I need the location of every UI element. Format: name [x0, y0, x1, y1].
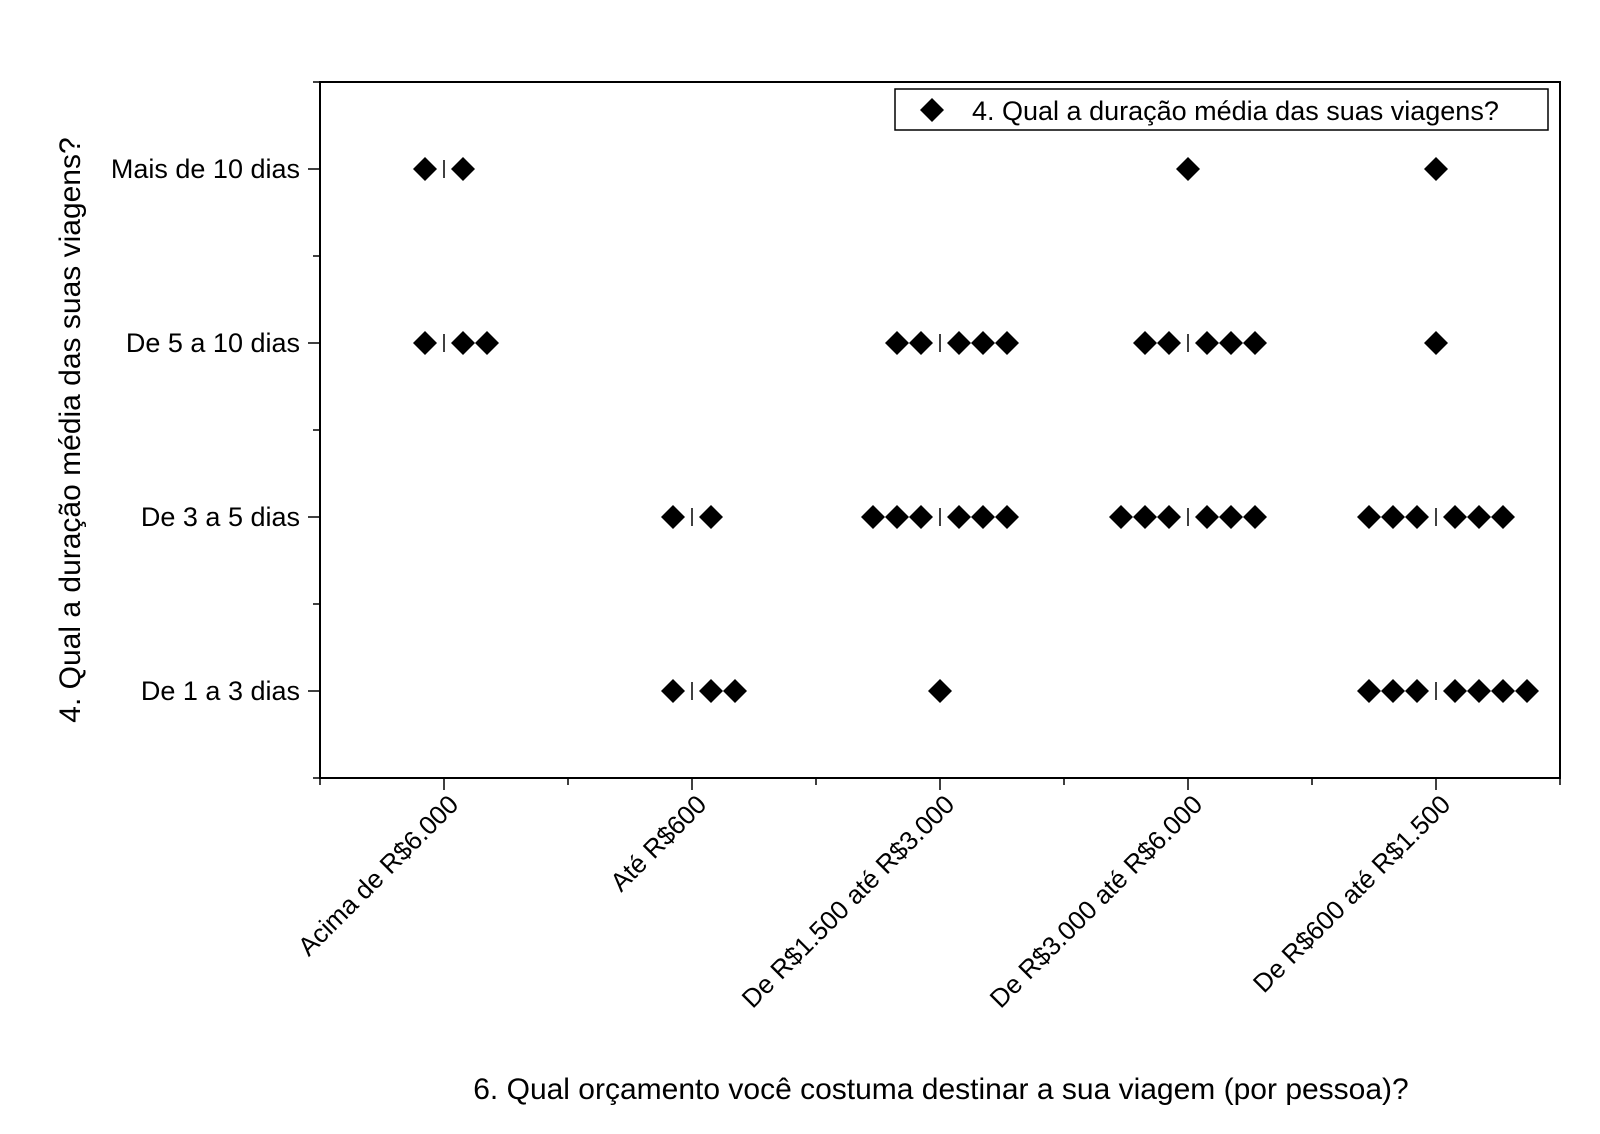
data-point-diamond	[885, 505, 909, 529]
data-point-diamond	[1195, 331, 1219, 355]
plot-frame	[319, 81, 1561, 779]
data-point-diamond	[699, 505, 723, 529]
data-point-diamond	[1467, 679, 1491, 703]
data-point-diamond	[1109, 505, 1133, 529]
data-point-diamond	[1467, 505, 1491, 529]
data-point-diamond	[995, 331, 1019, 355]
data-point-diamond	[995, 505, 1019, 529]
legend: 4. Qual a duração média das suas viagens…	[894, 88, 1549, 131]
data-point-diamond	[451, 157, 475, 181]
y-axis-title: 4. Qual a duração média das suas viagens…	[54, 137, 87, 722]
data-point-diamond	[947, 331, 971, 355]
data-point-diamond	[1424, 157, 1448, 181]
data-point-diamond	[1515, 679, 1539, 703]
x-tick-label: De R$1.500 até R$3.000	[736, 789, 961, 1014]
data-point-diamond	[661, 505, 685, 529]
x-axis-title: 6. Qual orçamento você costuma destinar …	[473, 1073, 1408, 1106]
data-point-diamond	[1405, 505, 1429, 529]
data-point-diamond	[1405, 679, 1429, 703]
data-point-diamond	[1176, 157, 1200, 181]
legend-diamond-marker	[920, 98, 944, 122]
data-point-diamond	[971, 505, 995, 529]
y-tick-label: De 3 a 5 dias	[141, 502, 300, 532]
data-point-diamond	[1381, 679, 1405, 703]
legend-label: 4. Qual a duração média das suas viagens…	[972, 96, 1499, 126]
data-point-diamond	[1195, 505, 1219, 529]
data-point-diamond	[1357, 505, 1381, 529]
x-tick-label: De R$600 até R$1.500	[1247, 789, 1456, 998]
x-axis: Acima de R$6.000 Até R$600 De R$1.500 até …	[292, 778, 1561, 1014]
data-point-diamond	[1443, 505, 1467, 529]
data-point-diamond	[413, 157, 437, 181]
x-tick-label: Até R$600	[604, 789, 712, 897]
data-point-diamond	[909, 331, 933, 355]
data-point-diamond	[1219, 505, 1243, 529]
data-point-diamond	[861, 505, 885, 529]
y-tick-label: De 1 a 3 dias	[141, 676, 300, 706]
data-point-diamond	[1357, 679, 1381, 703]
x-tick-label: De R$3.000 até R$6.000	[984, 789, 1209, 1014]
data-point-diamond	[1243, 505, 1267, 529]
data-point-diamond	[1219, 331, 1243, 355]
data-point-diamond	[451, 331, 475, 355]
data-point-diamond	[699, 679, 723, 703]
data-point-diamond	[1133, 331, 1157, 355]
data-point-diamond	[475, 331, 499, 355]
data-point-diamond	[1491, 505, 1515, 529]
data-point-diamond	[1133, 505, 1157, 529]
data-point-diamond	[413, 331, 437, 355]
data-point-diamond	[1381, 505, 1405, 529]
data-points	[413, 157, 1539, 703]
data-point-diamond	[723, 679, 747, 703]
y-tick-label: De 5 a 10 dias	[126, 328, 300, 358]
data-point-diamond	[885, 331, 909, 355]
data-point-diamond	[947, 505, 971, 529]
data-point-diamond	[661, 679, 685, 703]
y-axis: De 1 a 3 dias De 3 a 5 dias De 5 a 10 dias…	[111, 81, 320, 779]
data-point-diamond	[1424, 331, 1448, 355]
data-point-diamond	[971, 331, 995, 355]
data-point-diamond	[1157, 505, 1181, 529]
y-tick-label: Mais de 10 dias	[111, 154, 300, 184]
data-point-diamond	[1443, 679, 1467, 703]
legend-box	[894, 88, 1549, 131]
data-point-diamond	[909, 505, 933, 529]
x-tick-label: Acima de R$6.000	[292, 789, 464, 961]
data-point-diamond	[928, 679, 952, 703]
data-point-diamond	[1243, 331, 1267, 355]
data-point-diamond	[1491, 679, 1515, 703]
data-point-diamond	[1157, 331, 1181, 355]
